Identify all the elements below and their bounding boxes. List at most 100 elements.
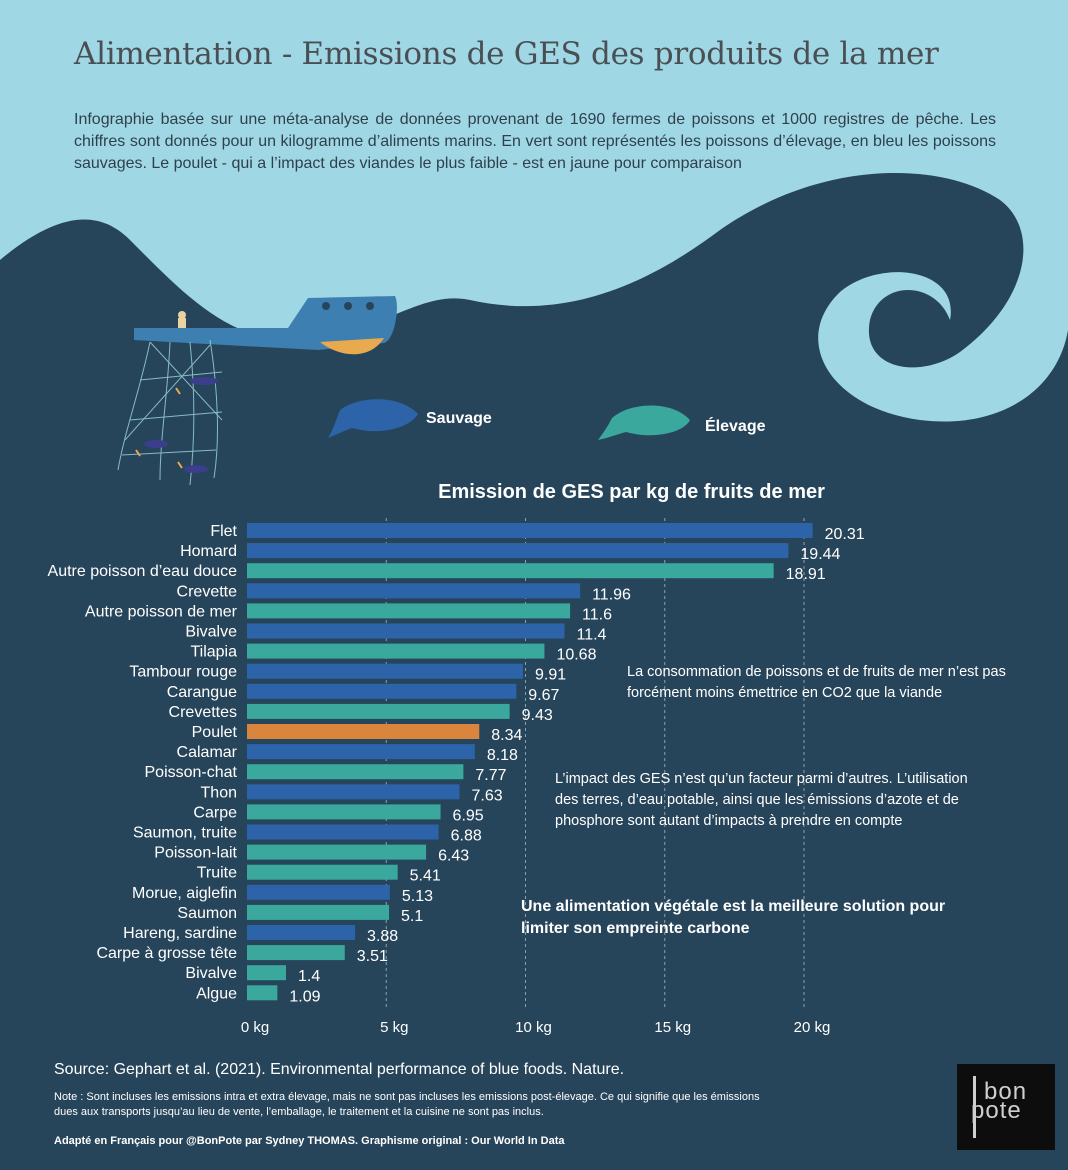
value-label: 1.4 [298, 968, 320, 985]
category-label: Poisson-chat [145, 764, 238, 781]
value-label: 20.31 [825, 526, 865, 543]
bar [247, 884, 390, 900]
bar [247, 724, 480, 739]
value-label: 3.88 [367, 928, 398, 945]
bar [247, 543, 789, 559]
category-label: Thon [201, 784, 237, 801]
bar [247, 844, 427, 860]
value-label: 18.91 [786, 566, 826, 583]
value-label: 11.4 [576, 627, 606, 644]
category-label: Saumon [177, 905, 237, 922]
value-label: 7.77 [475, 767, 506, 784]
bar [247, 643, 545, 659]
bar [247, 583, 581, 599]
category-label: Poisson-lait [154, 845, 237, 862]
value-label: 6.88 [451, 828, 482, 845]
value-label: 3.51 [357, 948, 388, 965]
value-label: 5.13 [402, 888, 433, 905]
bar [247, 804, 441, 820]
logo-bar [973, 1076, 976, 1138]
bar [247, 985, 278, 1001]
value-label: 10.68 [556, 647, 596, 664]
legend-farmed-label: Élevage [705, 418, 766, 435]
value-label: 9.91 [535, 667, 566, 684]
x-tick-label: 5 kg [380, 1019, 408, 1036]
wild-fish-icon [328, 399, 418, 438]
value-label: 11.6 [582, 606, 612, 623]
x-tick-label: 20 kg [794, 1019, 831, 1036]
sky-wave [0, 0, 1068, 422]
bar [247, 623, 565, 639]
legend-wild-label: Sauvage [426, 410, 492, 427]
caught-fish-illustration [135, 377, 218, 473]
category-label: Crevettes [169, 704, 237, 721]
category-label: Calamar [177, 744, 238, 761]
category-label: Hareng, sardine [123, 925, 237, 942]
category-label: Autre poisson de mer [85, 603, 238, 620]
value-label: 7.63 [471, 787, 502, 804]
bar [247, 965, 286, 981]
bar [247, 904, 390, 920]
x-tick-label: 0 kg [241, 1019, 269, 1036]
value-label: 5.41 [410, 868, 441, 885]
intro-paragraph: Infographie basée sur une méta-analyse d… [74, 111, 996, 172]
category-label: Carpe à grosse tête [96, 945, 237, 962]
bar [247, 744, 475, 760]
value-label: 19.44 [800, 546, 840, 563]
value-label: 1.09 [289, 988, 320, 1005]
category-label: Tilapia [190, 644, 237, 661]
footnote: Note : Sont incluses les emissions intra… [54, 1091, 760, 1118]
farmed-fish-icon [598, 405, 690, 440]
category-label: Saumon, truite [133, 825, 237, 842]
chart-title: Emission de GES par kg de fruits de mer [438, 481, 825, 503]
bar [247, 703, 510, 719]
bar [247, 945, 345, 961]
category-label: Homard [180, 543, 237, 560]
category-label: Poulet [192, 724, 238, 741]
bar [247, 683, 517, 699]
category-label: Autre poisson d’eau douce [48, 563, 238, 580]
bar [247, 523, 813, 538]
category-label: Carangue [167, 684, 237, 701]
annotation-meat-comparison: La consommation de poissons et de fruits… [627, 664, 1006, 701]
bonpote-logo: bon pote [957, 1064, 1055, 1150]
category-label: Bivalve [185, 624, 237, 641]
value-label: 11.96 [592, 586, 631, 603]
category-label: Carpe [193, 804, 237, 821]
bar [247, 563, 774, 579]
value-label: 5.1 [401, 908, 423, 925]
bar [247, 824, 439, 840]
annotation-plant-based: Une alimentation végétale est la meilleu… [521, 898, 946, 937]
category-label: Algue [196, 985, 237, 1002]
value-label: 9.43 [522, 707, 553, 724]
annotation-other-impacts: L’impact des GES n’est qu’un facteur par… [555, 771, 968, 829]
category-label: Tambour rouge [129, 664, 237, 681]
bar [247, 663, 523, 679]
category-label: Bivalve [185, 965, 237, 982]
x-tick-label: 10 kg [515, 1019, 552, 1036]
value-label: 9.67 [528, 687, 559, 704]
category-label: Flet [210, 523, 237, 540]
credit-line: Adapté en Français pour @BonPote par Syd… [54, 1135, 565, 1147]
bar [247, 603, 571, 619]
value-label: 6.43 [438, 848, 469, 865]
fishing-boat-illustration [134, 296, 397, 355]
bar [247, 764, 464, 780]
bar [247, 864, 398, 880]
value-label: 8.18 [487, 747, 518, 764]
value-label: 8.34 [491, 727, 522, 744]
category-label: Crevette [177, 583, 238, 600]
page-title: Alimentation - Emissions de GES des prod… [74, 36, 939, 72]
logo-text-pote: pote [971, 1097, 1022, 1124]
logo-text-bon: bon [984, 1078, 1028, 1105]
bar [247, 925, 356, 940]
x-tick-label: 15 kg [654, 1019, 691, 1036]
category-label: Morue, aiglefin [132, 885, 237, 902]
source-citation: Source: Gephart et al. (2021). Environme… [54, 1061, 625, 1078]
bar [247, 784, 460, 800]
category-label: Truite [197, 865, 237, 882]
value-label: 6.95 [453, 807, 484, 824]
